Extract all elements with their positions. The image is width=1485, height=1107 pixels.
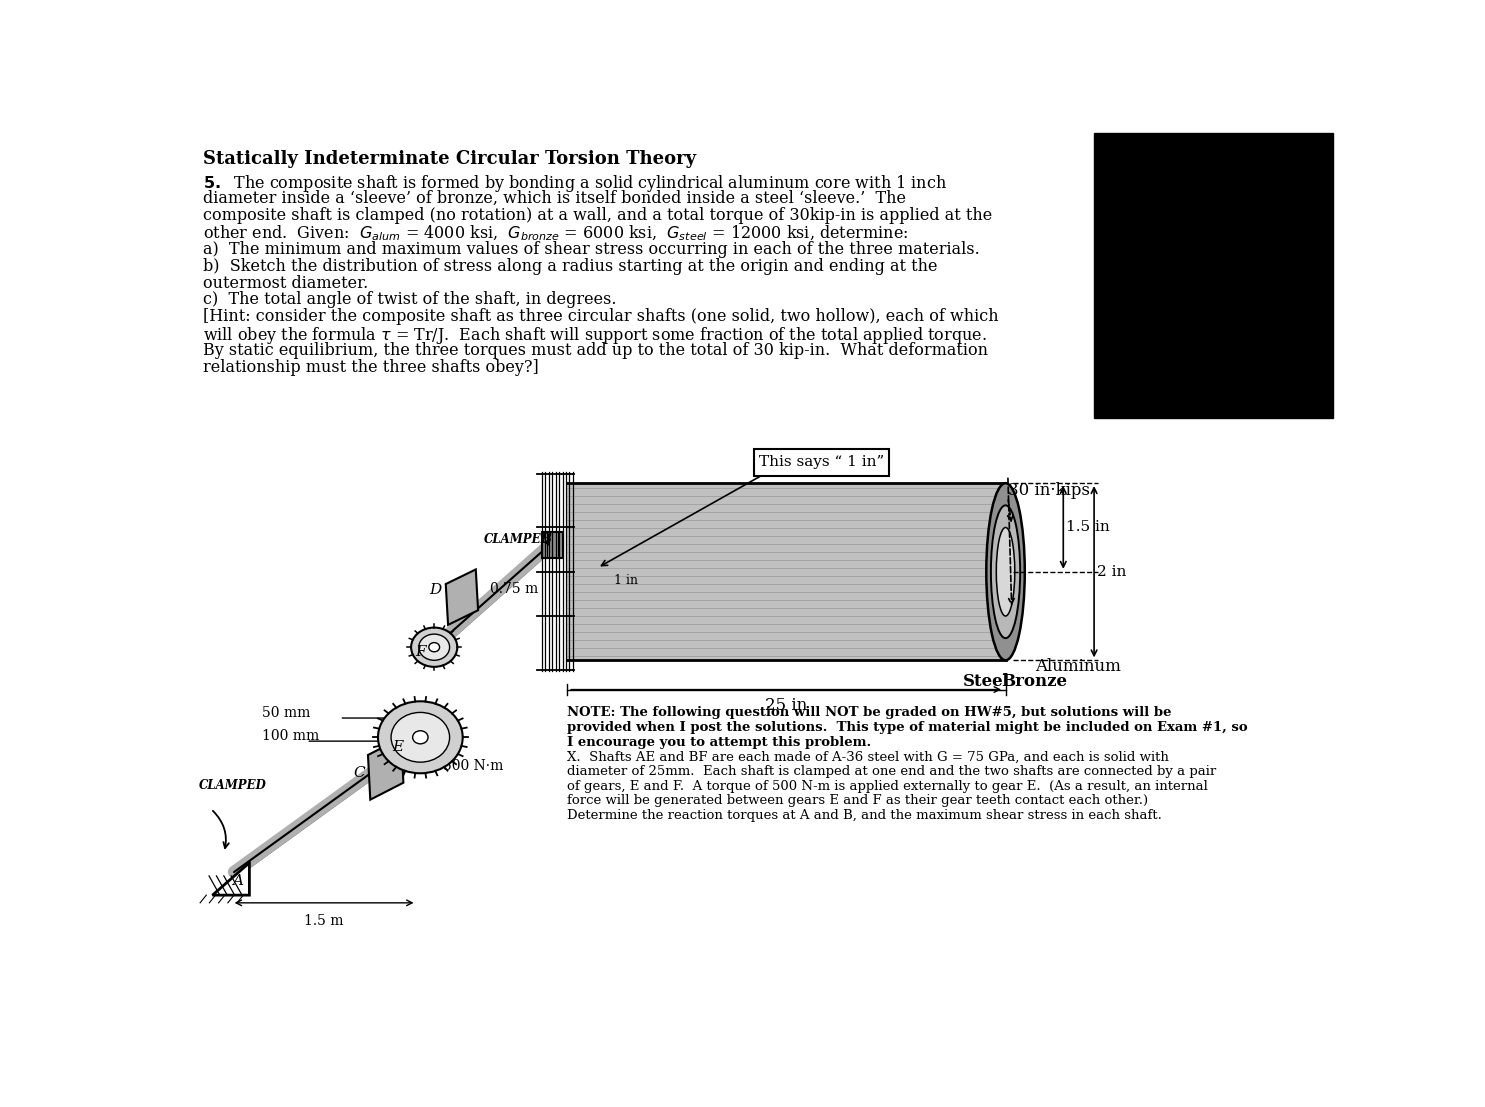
Ellipse shape [413, 731, 428, 744]
Text: 25 in: 25 in [765, 697, 808, 714]
FancyBboxPatch shape [754, 448, 890, 476]
Text: D: D [429, 583, 443, 597]
Text: Bronze: Bronze [1002, 673, 1068, 690]
Text: This says “ 1 in”: This says “ 1 in” [759, 455, 884, 469]
Text: outermost diameter.: outermost diameter. [203, 275, 368, 291]
Bar [1094, 133, 1334, 417]
Polygon shape [446, 569, 478, 624]
Text: Aluminum: Aluminum [1035, 658, 1121, 675]
Text: other end.  Given:  $G_{alum}$ = 4000 ksi,  $G_{bronze}$ = 6000 ksi,  $G_{steel}: other end. Given: $G_{alum}$ = 4000 ksi,… [203, 224, 909, 244]
Text: diameter of 25mm.  Each shaft is clamped at one end and the two shafts are conne: diameter of 25mm. Each shaft is clamped … [567, 765, 1216, 778]
Polygon shape [368, 738, 404, 799]
Text: 2 in: 2 in [1097, 565, 1127, 579]
Text: 100 mm: 100 mm [263, 728, 319, 743]
Text: force will be generated between gears E and F as their gear teeth contact each o: force will be generated between gears E … [567, 794, 1148, 807]
Text: NOTE: The following question will NOT be graded on HW#5, but solutions will be: NOTE: The following question will NOT be… [567, 706, 1172, 720]
Text: provided when I post the solutions.  This type of material might be included on : provided when I post the solutions. This… [567, 721, 1247, 734]
Ellipse shape [986, 483, 1025, 660]
Text: [Hint: consider the composite shaft as three circular shafts (one solid, two hol: [Hint: consider the composite shaft as t… [203, 309, 999, 325]
Text: X.  Shafts AE and BF are each made of A-36 steel with G = 75 GPa, and each is so: X. Shafts AE and BF are each made of A-3… [567, 751, 1169, 764]
Text: C: C [353, 766, 365, 780]
Text: a)  The minimum and maximum values of shear stress occurring in each of the thre: a) The minimum and maximum values of she… [203, 240, 980, 258]
Text: composite shaft is clamped (no rotation) at a wall, and a total torque of 30kip-: composite shaft is clamped (no rotation)… [203, 207, 992, 224]
Text: A: A [232, 875, 242, 888]
Ellipse shape [391, 713, 450, 762]
Ellipse shape [419, 634, 450, 660]
Text: of gears, E and F.  A torque of 500 N-m is applied externally to gear E.  (As a : of gears, E and F. A torque of 500 N-m i… [567, 779, 1207, 793]
Text: CLAMPED: CLAMPED [484, 532, 551, 546]
Text: By static equilibrium, the three torques must add up to the total of 30 kip-in. : By static equilibrium, the three torques… [203, 342, 988, 360]
Text: b)  Sketch the distribution of stress along a radius starting at the origin and : b) Sketch the distribution of stress alo… [203, 258, 937, 275]
Text: c)  The total angle of twist of the shaft, in degrees.: c) The total angle of twist of the shaft… [203, 291, 616, 309]
Ellipse shape [411, 628, 457, 666]
Text: diameter inside a ‘sleeve’ of bronze, which is itself bonded inside a steel ‘sle: diameter inside a ‘sleeve’ of bronze, wh… [203, 189, 906, 207]
Text: B: B [541, 531, 552, 546]
Text: 1.5 in: 1.5 in [1066, 520, 1111, 535]
Text: Statically Indeterminate Circular Torsion Theory: Statically Indeterminate Circular Torsio… [203, 149, 696, 168]
Text: 500 N·m: 500 N·m [444, 758, 503, 773]
Text: CLAMPED: CLAMPED [199, 779, 266, 793]
Ellipse shape [429, 643, 440, 652]
Ellipse shape [990, 505, 1020, 638]
Ellipse shape [996, 527, 1014, 615]
Text: 50 mm: 50 mm [263, 706, 310, 721]
Text: 1 in: 1 in [615, 575, 639, 588]
Text: 30 in·kips: 30 in·kips [1008, 483, 1090, 499]
Text: E: E [392, 739, 404, 754]
Text: Determine the reaction torques at A and B, and the maximum shear stress in each : Determine the reaction torques at A and … [567, 809, 1161, 821]
Text: Steel: Steel [964, 673, 1010, 690]
Bar [567, 483, 1005, 660]
Text: relationship must the three shafts obey?]: relationship must the three shafts obey?… [203, 359, 539, 376]
Text: I encourage you to attempt this problem.: I encourage you to attempt this problem. [567, 736, 870, 748]
Polygon shape [542, 531, 563, 558]
Text: F: F [416, 644, 426, 659]
Text: will obey the formula $\tau$ = Tr/J.  Each shaft will support some fraction of t: will obey the formula $\tau$ = Tr/J. Eac… [203, 325, 988, 346]
Polygon shape [212, 862, 249, 896]
Text: $\mathbf{5.}$  The composite shaft is formed by bonding a solid cylindrical alum: $\mathbf{5.}$ The composite shaft is for… [203, 173, 947, 194]
Text: 0.75 m: 0.75 m [490, 581, 538, 596]
Text: 1.5 m: 1.5 m [304, 913, 345, 928]
Ellipse shape [379, 702, 463, 774]
